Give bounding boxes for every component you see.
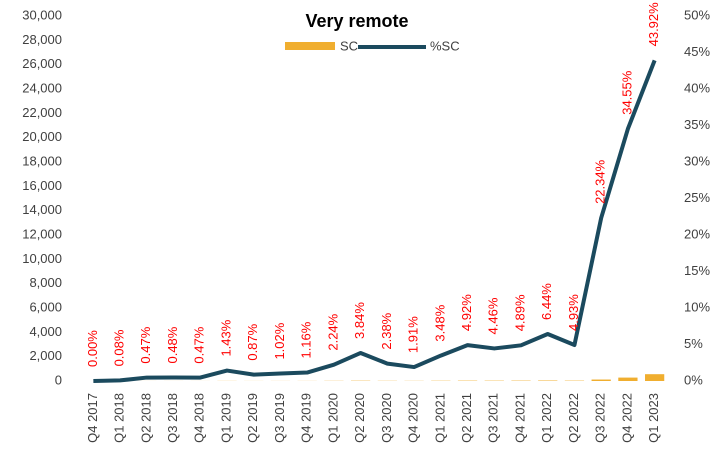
x-tick-label: Q4 2020 [406,393,421,443]
y2-tick-label: 0% [684,372,703,387]
x-tick-label: Q4 2018 [192,393,207,443]
x-tick-label: Q3 2018 [165,393,180,443]
y-tick-label: 30,000 [22,7,62,22]
y2-tick-label: 40% [684,80,710,95]
y-tick-label: 16,000 [22,178,62,193]
line [93,59,657,383]
y-tick-label: 4,000 [29,324,62,339]
y2-tick-label: 30% [684,153,710,168]
y-tick-label: 14,000 [22,202,62,217]
y2-tick-label: 35% [684,117,710,132]
x-tick-label: Q3 2021 [486,393,501,443]
x-tick-label: Q4 2022 [619,393,634,443]
y-tick-label: 12,000 [22,226,62,241]
y-tick-label: 22,000 [22,105,62,120]
y2-tick-label: 20% [684,226,710,241]
legend-swatch [285,42,335,50]
data-label: 1.43% [218,319,233,356]
y2-tick-label: 25% [684,190,710,205]
x-tick-label: Q2 2019 [245,393,260,443]
x-tick-label: Q4 2021 [512,393,527,443]
data-label: 34.55% [619,70,634,115]
data-label: 4.92% [459,294,474,331]
y-tick-label: 2,000 [29,348,62,363]
y-tick-label: 24,000 [22,80,62,95]
x-tick-label: Q1 2020 [325,393,340,443]
x-tick-label: Q3 2022 [593,393,608,443]
y-tick-label: 26,000 [22,56,62,71]
data-label: 0.00% [85,330,100,367]
x-tick-label: Q1 2022 [539,393,554,443]
data-label: 6.44% [539,283,554,320]
data-label: 22.34% [593,159,608,204]
data-label: 0.08% [112,329,127,366]
y-tick-label: 20,000 [22,129,62,144]
y-tick-label: 0 [55,372,62,387]
bar [591,379,611,381]
y-tick-label: 18,000 [22,153,62,168]
data-label: 1.02% [272,322,287,359]
chart-title: Very remote [305,11,408,31]
x-tick-label: Q2 2020 [352,393,367,443]
x-tick-label: Q3 2020 [379,393,394,443]
legend-label: %SC [430,38,460,53]
data-label: 0.47% [138,326,153,363]
data-label: 1.16% [299,321,314,358]
data-label: 43.92% [646,2,661,47]
y2-tick-label: 45% [684,44,710,59]
y-tick-label: 28,000 [22,32,62,47]
bar [645,374,665,381]
data-label: 1.91% [406,316,421,353]
y-tick-label: 6,000 [29,299,62,314]
data-label: 2.38% [379,312,394,349]
data-label: 4.46% [486,297,501,334]
data-label: 3.48% [432,304,447,341]
x-tick-label: Q2 2022 [566,393,581,443]
x-tick-label: Q2 2018 [138,393,153,443]
x-tick-label: Q4 2019 [299,393,314,443]
y2-tick-label: 50% [684,7,710,22]
data-label: 2.24% [325,313,340,350]
x-tick-label: Q1 2021 [432,393,447,443]
x-tick-label: Q3 2019 [272,393,287,443]
data-label: 3.84% [352,302,367,339]
y-tick-label: 10,000 [22,251,62,266]
bar [618,377,638,381]
y2-tick-label: 10% [684,299,710,314]
x-tick-label: Q4 2017 [85,393,100,443]
data-label: 4.89% [512,294,527,331]
data-label: 4.93% [566,294,581,331]
legend-label: SC [340,38,358,53]
data-label: 0.47% [192,326,207,363]
y2-tick-label: 5% [684,336,703,351]
x-tick-label: Q1 2023 [646,393,661,443]
data-label: 0.87% [245,323,260,360]
x-tick-label: Q1 2018 [112,393,127,443]
y-tick-label: 8,000 [29,275,62,290]
y2-tick-label: 15% [684,263,710,278]
data-label: 0.48% [165,326,180,363]
x-tick-label: Q2 2021 [459,393,474,443]
x-tick-label: Q1 2019 [218,393,233,443]
